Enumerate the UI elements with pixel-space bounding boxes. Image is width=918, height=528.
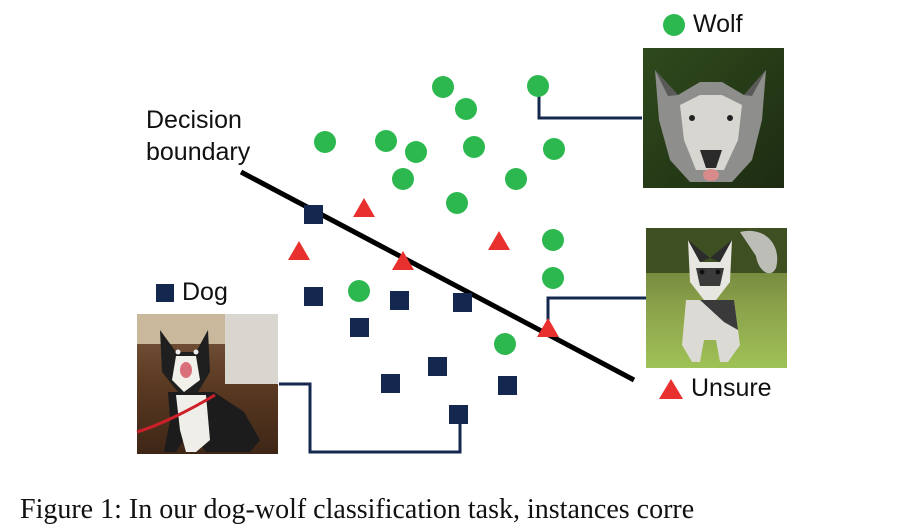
dog-point (304, 205, 323, 224)
decision-boundary-line (239, 169, 636, 383)
wolf-point (392, 168, 414, 190)
wolf-point (455, 98, 477, 120)
wolf-legend-marker (663, 13, 685, 36)
scatter-diagram (136, 48, 787, 454)
unsure-point (288, 241, 310, 260)
figure-caption: Figure 1: In our dog-wolf classification… (20, 494, 695, 525)
unsure-leader-line (546, 296, 646, 327)
wolf-point (446, 192, 468, 214)
wolf-point (542, 267, 564, 289)
legend-unsure: Unsure (659, 374, 772, 403)
unsure-points (288, 198, 559, 337)
legend-wolf: Wolf (663, 10, 743, 39)
wolf-points (314, 75, 565, 355)
dog-legend-marker (156, 283, 174, 302)
dog-point (428, 357, 447, 376)
wolf-point (375, 130, 397, 152)
dog-leader-line (279, 382, 462, 454)
wolf-point (432, 76, 454, 98)
wolf-point (348, 280, 370, 302)
wolf-point (463, 136, 485, 158)
legend-unsure-label: Unsure (691, 374, 772, 402)
decision-boundary-label: Decision boundary (146, 104, 250, 168)
dog-photo (136, 314, 278, 454)
dog-point (498, 376, 517, 395)
dog-point (350, 318, 369, 337)
dog-point (449, 405, 468, 424)
wolf-point (527, 75, 549, 97)
unsure-point (537, 318, 559, 337)
wolf-leader-line (537, 86, 642, 120)
legend-wolf-label: Wolf (693, 10, 743, 38)
wolf-point (314, 131, 336, 153)
wolf-point (542, 229, 564, 251)
unsure-point (392, 251, 414, 270)
decision-boundary-label-line2: boundary (146, 138, 251, 166)
legend-dog-label: Dog (182, 278, 228, 306)
dog-point (304, 287, 323, 306)
unsure-legend-marker (659, 378, 683, 399)
wolf-photo (643, 48, 784, 188)
legend-dog: Dog (156, 278, 228, 307)
unsure-point (353, 198, 375, 217)
dog-point (390, 291, 409, 310)
wolf-point (494, 333, 516, 355)
husky-photo (646, 228, 787, 368)
decision-boundary-label-line1: Decision (146, 106, 242, 134)
unsure-point (488, 231, 510, 250)
dog-point (381, 374, 400, 393)
wolf-point (505, 168, 527, 190)
dog-points (304, 205, 517, 424)
wolf-point (405, 141, 427, 163)
dog-point (453, 293, 472, 312)
wolf-point (543, 138, 565, 160)
